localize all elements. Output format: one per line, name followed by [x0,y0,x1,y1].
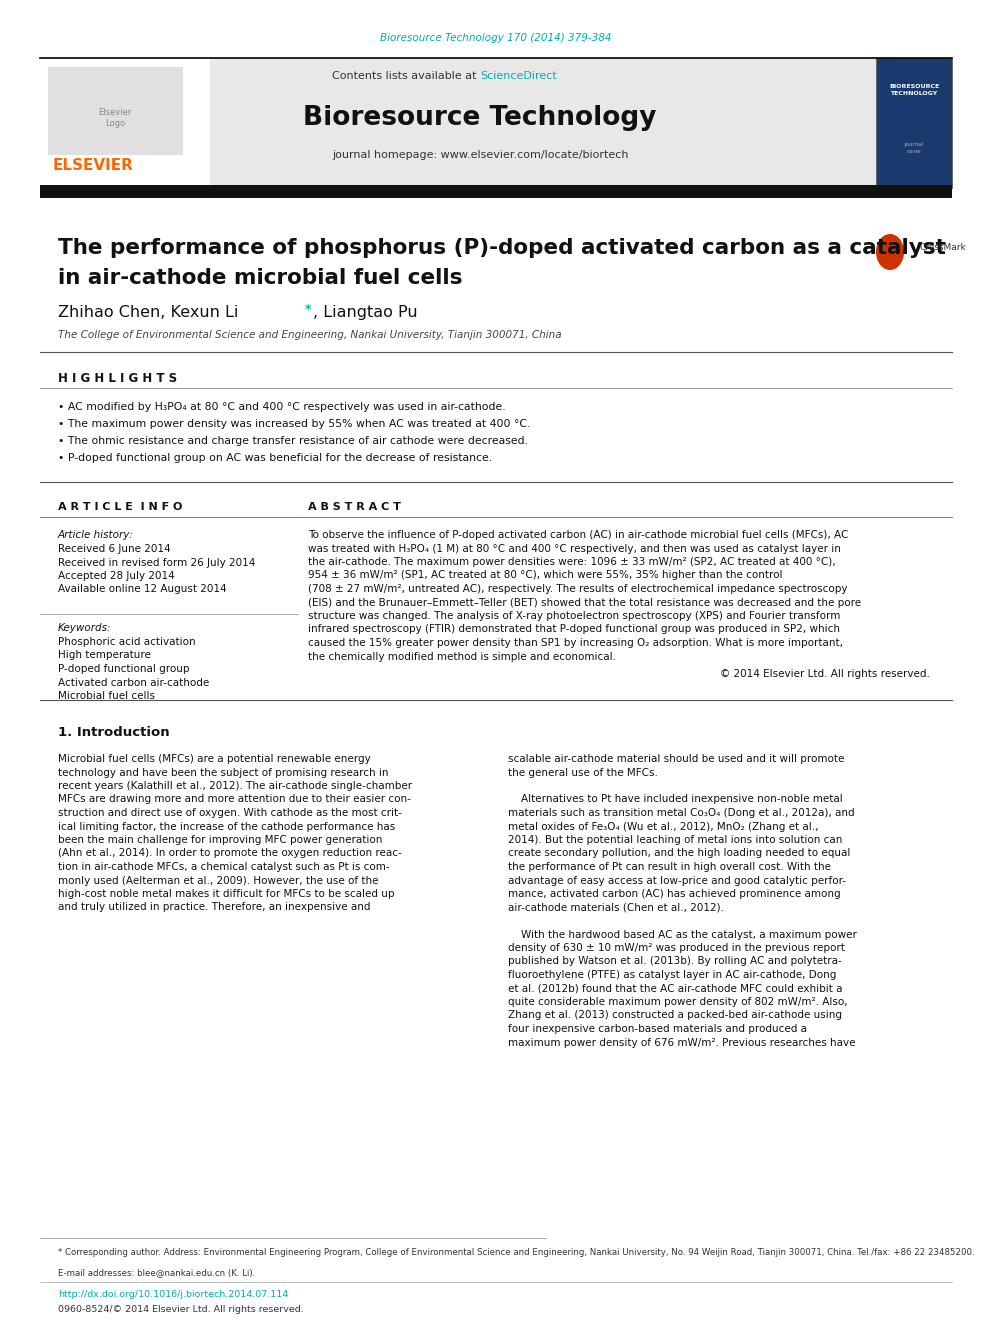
Text: 2014). But the potential leaching of metal ions into solution can: 2014). But the potential leaching of met… [508,835,842,845]
Text: Activated carbon air-cathode: Activated carbon air-cathode [58,677,209,688]
Text: fluoroethylene (PTFE) as catalyst layer in AC air-cathode, Dong: fluoroethylene (PTFE) as catalyst layer … [508,970,836,980]
Text: scalable air-cathode material should be used and it will promote: scalable air-cathode material should be … [508,754,844,763]
Text: Zhang et al. (2013) constructed a packed-bed air-cathode using: Zhang et al. (2013) constructed a packed… [508,1011,842,1020]
Text: 0960-8524/© 2014 Elsevier Ltd. All rights reserved.: 0960-8524/© 2014 Elsevier Ltd. All right… [58,1304,304,1314]
Text: Keywords:: Keywords: [58,623,111,632]
Text: Contents lists available at: Contents lists available at [332,71,480,81]
Text: © 2014 Elsevier Ltd. All rights reserved.: © 2014 Elsevier Ltd. All rights reserved… [720,669,930,679]
Text: monly used (Aelterman et al., 2009). However, the use of the: monly used (Aelterman et al., 2009). How… [58,876,379,885]
Text: Microbial fuel cells (MFCs) are a potential renewable energy: Microbial fuel cells (MFCs) are a potent… [58,754,371,763]
Text: Bioresource Technology 170 (2014) 379-384: Bioresource Technology 170 (2014) 379-38… [380,33,612,44]
Text: • P-doped functional group on AC was beneficial for the decrease of resistance.: • P-doped functional group on AC was ben… [58,452,492,463]
Text: With the hardwood based AC as the catalyst, a maximum power: With the hardwood based AC as the cataly… [508,930,857,939]
Text: four inexpensive carbon-based materials and produced a: four inexpensive carbon-based materials … [508,1024,807,1035]
Text: maximum power density of 676 mW/m². Previous researches have: maximum power density of 676 mW/m². Prev… [508,1037,855,1048]
Text: (708 ± 27 mW/m², untreated AC), respectively. The results of electrochemical imp: (708 ± 27 mW/m², untreated AC), respecti… [308,583,847,594]
Text: Elsevier
Logo: Elsevier Logo [98,108,132,128]
Bar [40,185,952,198]
Text: Zhihao Chen, Kexun Li: Zhihao Chen, Kexun Li [58,306,238,320]
Text: (EIS) and the Brunauer–Emmett–Teller (BET) showed that the total resistance was : (EIS) and the Brunauer–Emmett–Teller (BE… [308,598,861,607]
Text: Available online 12 August 2014: Available online 12 August 2014 [58,585,226,594]
Text: et al. (2012b) found that the AC air-cathode MFC could exhibit a: et al. (2012b) found that the AC air-cat… [508,983,842,994]
Text: was treated with H₃PO₄ (1 M) at 80 °C and 400 °C respectively, and then was used: was treated with H₃PO₄ (1 M) at 80 °C an… [308,544,841,553]
Text: 954 ± 36 mW/m² (SP1, AC treated at 80 °C), which were 55%, 35% higher than the c: 954 ± 36 mW/m² (SP1, AC treated at 80 °C… [308,570,783,581]
Text: • The maximum power density was increased by 55% when AC was treated at 400 °C.: • The maximum power density was increase… [58,419,531,429]
Bar [876,58,952,188]
Text: materials such as transition metal Co₃O₄ (Dong et al., 2012a), and: materials such as transition metal Co₃O₄… [508,808,855,818]
Text: High temperature: High temperature [58,651,151,660]
Text: Accepted 28 July 2014: Accepted 28 July 2014 [58,572,175,581]
Text: journal
cover: journal cover [905,143,924,153]
Text: Received in revised form 26 July 2014: Received in revised form 26 July 2014 [58,557,255,568]
Text: infrared spectroscopy (FTIR) demonstrated that P-doped functional group was prod: infrared spectroscopy (FTIR) demonstrate… [308,624,840,635]
Text: http://dx.doi.org/10.1016/j.biortech.2014.07.114: http://dx.doi.org/10.1016/j.biortech.201… [58,1290,289,1299]
Bar [48,67,183,155]
Bar [40,58,210,188]
Text: metal oxides of Fe₃O₄ (Wu et al., 2012), MnO₂ (Zhang et al.,: metal oxides of Fe₃O₄ (Wu et al., 2012),… [508,822,818,831]
Text: A B S T R A C T: A B S T R A C T [308,501,401,512]
Text: caused the 15% greater power density than SP1 by increasing O₂ adsorption. What : caused the 15% greater power density tha… [308,638,843,648]
Text: Received 6 June 2014: Received 6 June 2014 [58,544,171,554]
Text: Microbial fuel cells: Microbial fuel cells [58,691,155,701]
Text: Bioresource Technology: Bioresource Technology [304,105,657,131]
Text: quite considerable maximum power density of 802 mW/m². Also,: quite considerable maximum power density… [508,998,847,1007]
Text: Alternatives to Pt have included inexpensive non-noble metal: Alternatives to Pt have included inexpen… [508,795,843,804]
Text: the general use of the MFCs.: the general use of the MFCs. [508,767,658,778]
Text: To observe the influence of P-doped activated carbon (AC) in air-cathode microbi: To observe the influence of P-doped acti… [308,531,848,540]
Text: mance, activated carbon (AC) has achieved prominence among: mance, activated carbon (AC) has achieve… [508,889,840,900]
Text: Phosphoric acid activation: Phosphoric acid activation [58,636,195,647]
Text: ical limiting factor, the increase of the cathode performance has: ical limiting factor, the increase of th… [58,822,395,831]
Text: the air-cathode. The maximum power densities were: 1096 ± 33 mW/m² (SP2, AC trea: the air-cathode. The maximum power densi… [308,557,835,568]
Text: ELSEVIER: ELSEVIER [53,157,134,172]
Text: Article history:: Article history: [58,531,134,540]
Text: H I G H L I G H T S: H I G H L I G H T S [58,372,178,385]
Text: ScienceDirect: ScienceDirect [480,71,557,81]
Text: recent years (Kalathill et al., 2012). The air-cathode single-chamber: recent years (Kalathill et al., 2012). T… [58,781,412,791]
Text: been the main challenge for improving MFC power generation: been the main challenge for improving MF… [58,835,382,845]
Text: published by Watson et al. (2013b). By rolling AC and polytetra-: published by Watson et al. (2013b). By r… [508,957,842,967]
Text: , Liangtao Pu: , Liangtao Pu [313,306,418,320]
Text: (Ahn et al., 2014). In order to promote the oxygen reduction reac-: (Ahn et al., 2014). In order to promote … [58,848,402,859]
Text: *: * [305,303,311,316]
Text: E-mail addresses: blee@nankai.edu.cn (K. Li).: E-mail addresses: blee@nankai.edu.cn (K.… [58,1267,255,1277]
Text: advantage of easy access at low-price and good catalytic perfor-: advantage of easy access at low-price an… [508,876,846,885]
Text: A R T I C L E  I N F O: A R T I C L E I N F O [58,501,183,512]
Text: in air-cathode microbial fuel cells: in air-cathode microbial fuel cells [58,269,462,288]
Text: The performance of phosphorus (P)-doped activated carbon as a catalyst: The performance of phosphorus (P)-doped … [58,238,946,258]
Text: density of 630 ± 10 mW/m² was produced in the previous report: density of 630 ± 10 mW/m² was produced i… [508,943,845,953]
Text: high-cost noble metal makes it difficult for MFCs to be scaled up: high-cost noble metal makes it difficult… [58,889,395,900]
Text: the chemically modified method is simple and economical.: the chemically modified method is simple… [308,651,616,662]
Text: struction and direct use of oxygen. With cathode as the most crit-: struction and direct use of oxygen. With… [58,808,402,818]
Text: * Corresponding author. Address: Environmental Engineering Program, College of E: * Corresponding author. Address: Environ… [58,1248,974,1257]
Text: tion in air-cathode MFCs, a chemical catalyst such as Pt is com-: tion in air-cathode MFCs, a chemical cat… [58,863,390,872]
Text: air-cathode materials (Chen et al., 2012).: air-cathode materials (Chen et al., 2012… [508,902,724,913]
Text: technology and have been the subject of promising research in: technology and have been the subject of … [58,767,389,778]
Text: the performance of Pt can result in high overall cost. With the: the performance of Pt can result in high… [508,863,831,872]
Text: • The ohmic resistance and charge transfer resistance of air cathode were decrea: • The ohmic resistance and charge transf… [58,437,528,446]
Text: CrossMark: CrossMark [920,243,967,253]
Ellipse shape [876,234,904,270]
Text: BIORESOURCE
TECHNOLOGY: BIORESOURCE TECHNOLOGY [889,85,939,95]
Text: journal homepage: www.elsevier.com/locate/biortech: journal homepage: www.elsevier.com/locat… [331,149,628,160]
Text: and truly utilized in practice. Therefore, an inexpensive and: and truly utilized in practice. Therefor… [58,902,370,913]
Bar [40,58,952,188]
Text: MFCs are drawing more and more attention due to their easier con-: MFCs are drawing more and more attention… [58,795,411,804]
Text: The College of Environmental Science and Engineering, Nankai University, Tianjin: The College of Environmental Science and… [58,329,561,340]
Text: structure was changed. The analysis of X-ray photoelectron spectroscopy (XPS) an: structure was changed. The analysis of X… [308,611,840,620]
Text: 1. Introduction: 1. Introduction [58,726,170,740]
Text: P-doped functional group: P-doped functional group [58,664,189,673]
Text: create secondary pollution, and the high loading needed to equal: create secondary pollution, and the high… [508,848,850,859]
Text: • AC modified by H₃PO₄ at 80 °C and 400 °C respectively was used in air-cathode.: • AC modified by H₃PO₄ at 80 °C and 400 … [58,402,506,411]
